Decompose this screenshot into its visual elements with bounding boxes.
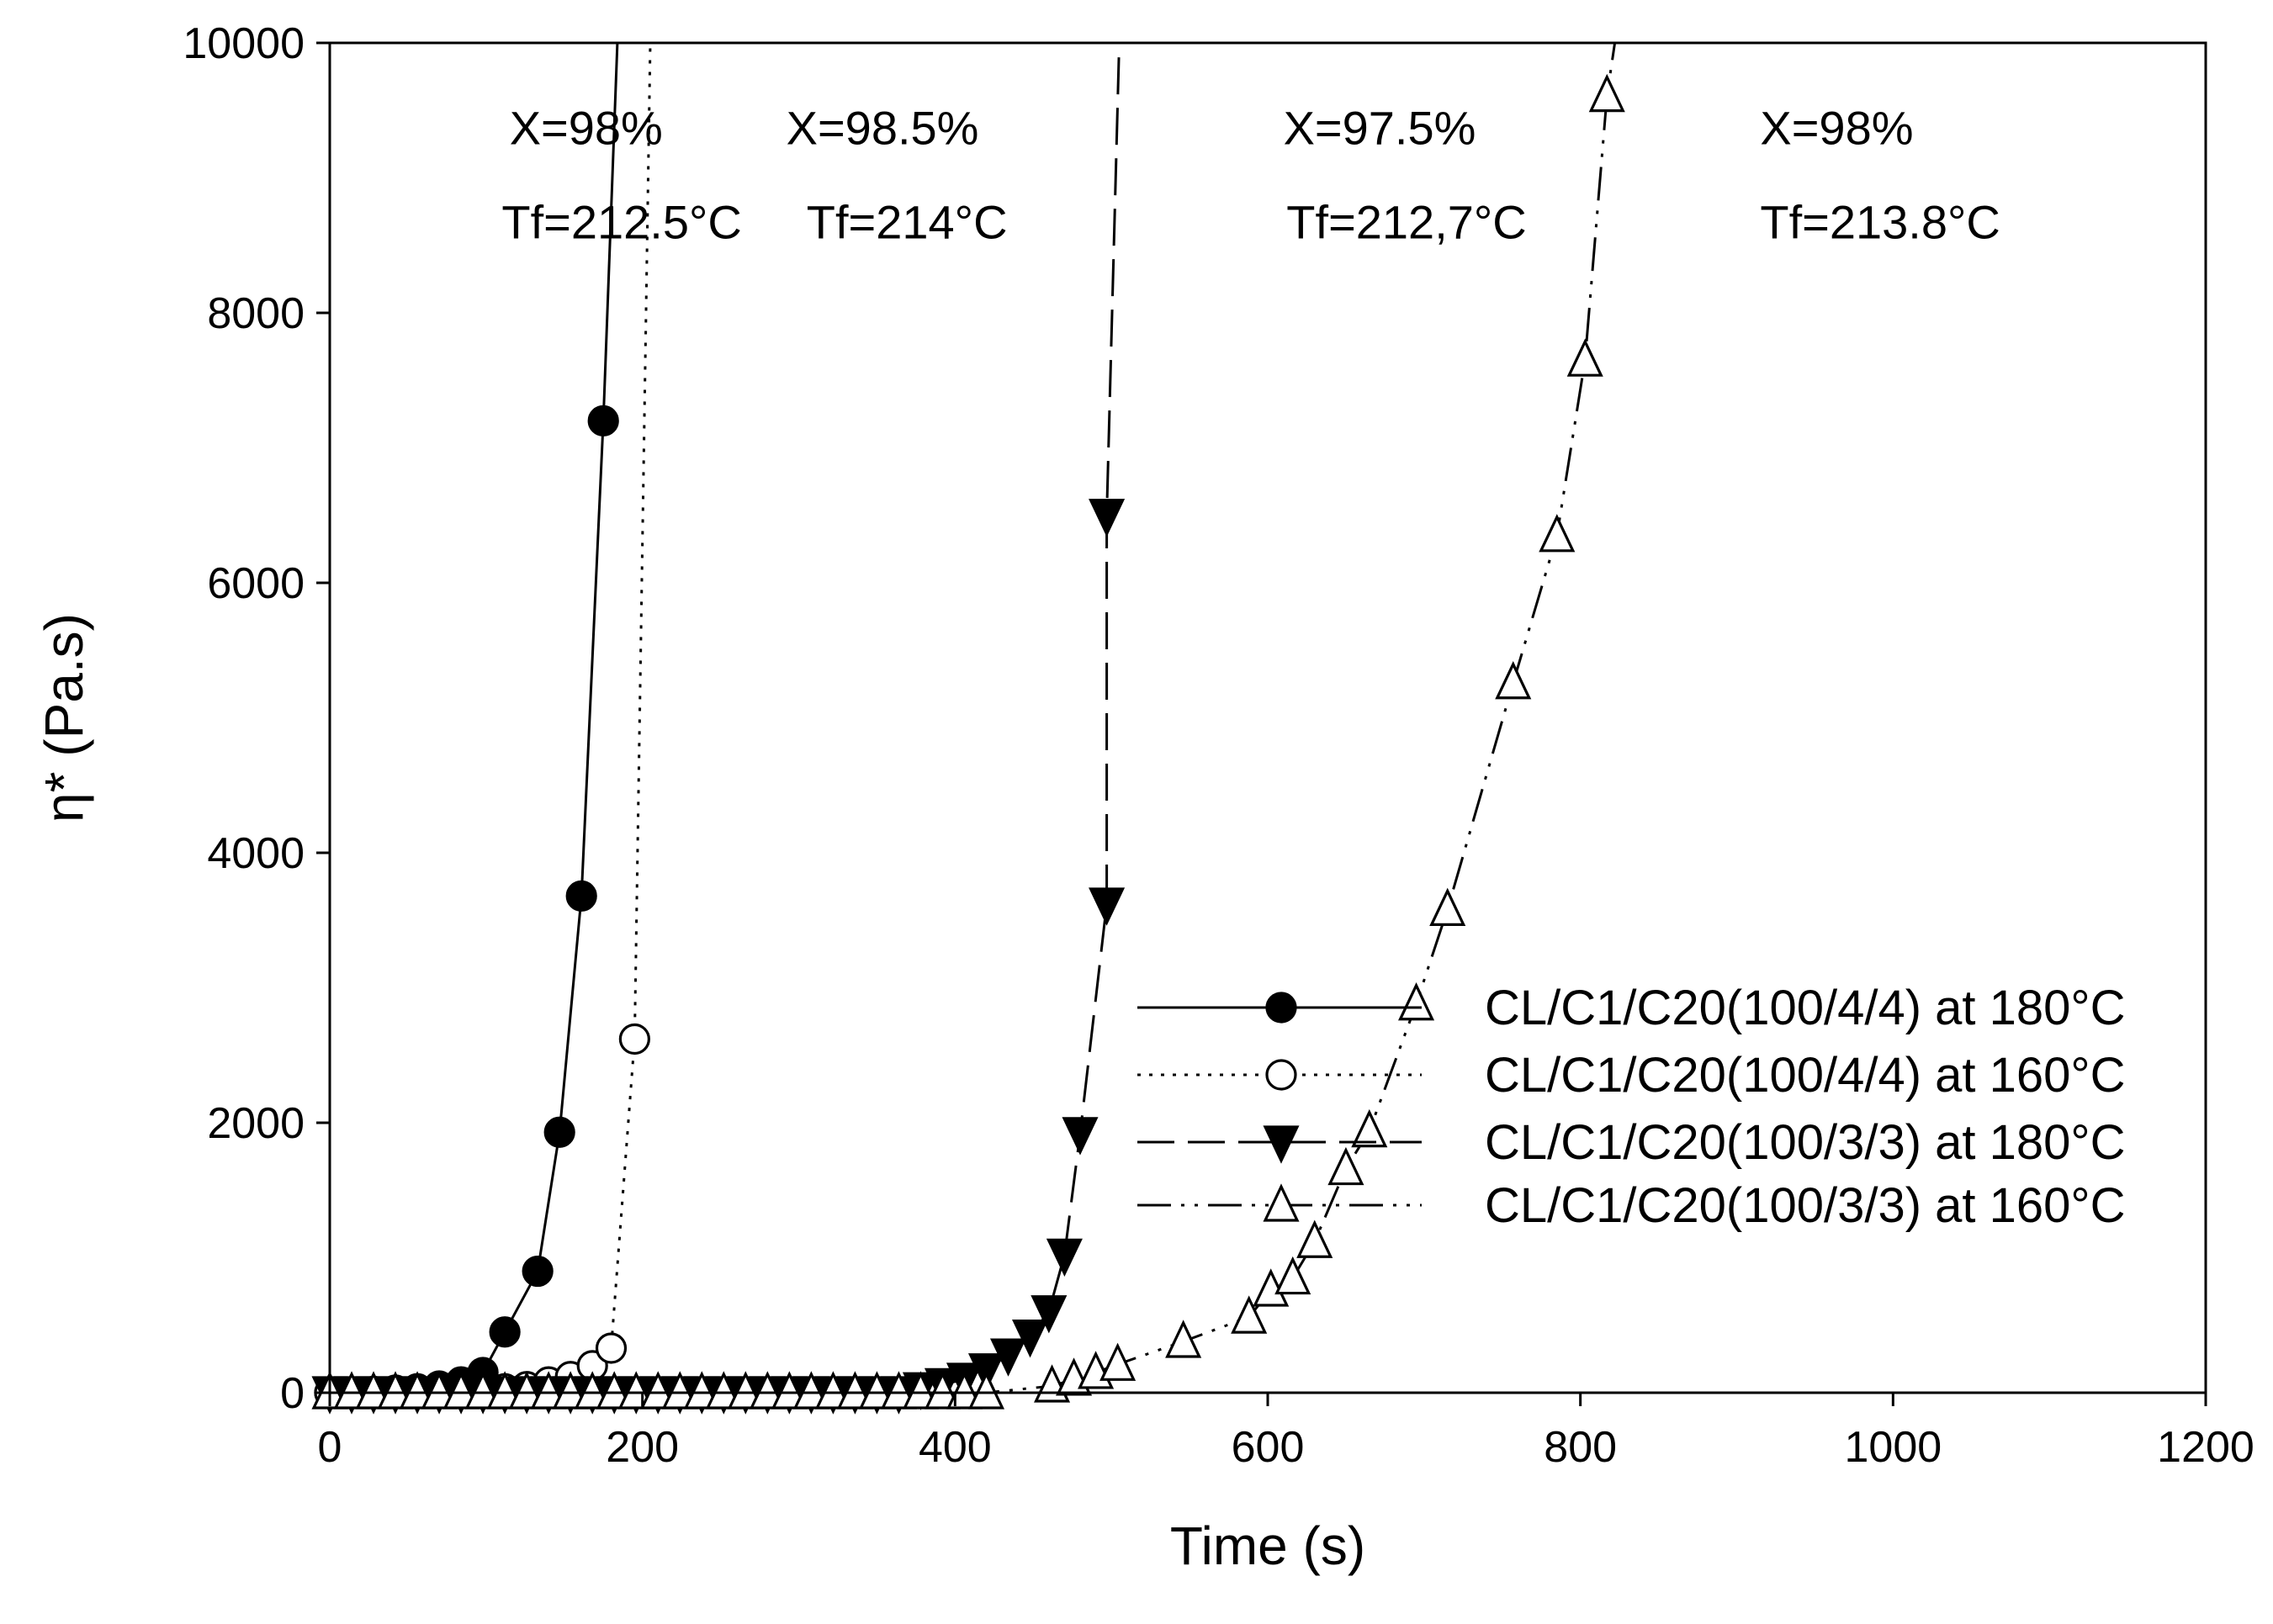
data-point — [1351, 1108, 1388, 1148]
data-point — [464, 1371, 501, 1410]
legend-marker — [1263, 1183, 1300, 1222]
x-axis-title: Time (s) — [1170, 1516, 1365, 1576]
y-tick-label: 6000 — [207, 559, 305, 608]
data-point — [858, 1371, 895, 1410]
data-point — [902, 1371, 939, 1410]
data-point — [1012, 1319, 1049, 1358]
data-point — [1327, 1146, 1364, 1186]
y-tick-label: 8000 — [207, 289, 305, 338]
legend-entry-1: CL/C1/C20(100/4/4) at 180°C — [1137, 981, 2126, 1035]
data-point — [814, 1371, 851, 1410]
data-point — [661, 1371, 698, 1410]
data-point — [355, 1371, 392, 1410]
data-point — [508, 1371, 545, 1410]
annotation: Tf=212,7°C — [1286, 196, 1526, 249]
data-point — [946, 1371, 983, 1410]
data-point — [552, 1371, 589, 1410]
data-point — [421, 1371, 458, 1410]
data-point — [1588, 73, 1625, 113]
legend-label: CL/C1/C20(100/3/3) at 160°C — [1485, 1178, 2126, 1233]
data-point — [595, 1332, 628, 1364]
annotation: Tf=213.8°C — [1760, 196, 2000, 249]
data-point — [522, 1255, 554, 1288]
legend-marker — [1265, 992, 1297, 1024]
data-point — [1089, 887, 1126, 926]
y-tick-label: 0 — [280, 1369, 305, 1418]
data-point — [924, 1371, 961, 1410]
data-point — [1231, 1295, 1268, 1334]
data-point — [1495, 661, 1532, 700]
data-point — [377, 1371, 414, 1410]
annotation: X=97.5% — [1284, 101, 1476, 154]
legend-entry-4: CL/C1/C20(100/3/3) at 160°C — [1137, 1178, 2126, 1233]
data-point — [792, 1371, 829, 1410]
data-point — [836, 1371, 873, 1410]
y-tick-label: 10000 — [183, 19, 305, 68]
data-point — [771, 1371, 808, 1410]
legend-label: CL/C1/C20(100/4/4) at 180°C — [1485, 981, 2126, 1035]
data-point — [1429, 887, 1466, 927]
legend-entry-3: CL/C1/C20(100/3/3) at 180°C — [1137, 1115, 2126, 1170]
x-tick-label: 200 — [606, 1423, 679, 1472]
data-point — [639, 1371, 676, 1410]
data-point — [543, 1116, 575, 1148]
data-point — [618, 1023, 650, 1055]
y-tick-label: 4000 — [207, 829, 305, 878]
annotation: Tf=212.5°C — [501, 196, 741, 249]
data-point — [399, 1371, 436, 1410]
data-point — [683, 1371, 720, 1410]
data-point — [587, 405, 619, 436]
data-point — [596, 1371, 633, 1410]
series-4 — [311, 43, 1625, 1410]
legend-marker — [1265, 1059, 1297, 1091]
data-point — [967, 1371, 1005, 1410]
legend-marker — [1263, 1125, 1300, 1164]
data-point — [749, 1371, 786, 1410]
x-tick-label: 1000 — [1844, 1423, 1942, 1472]
data-point — [1089, 499, 1126, 537]
data-point — [1566, 338, 1603, 377]
legend-entry-2: CL/C1/C20(100/4/4) at 160°C — [1137, 1048, 2126, 1103]
x-tick-label: 800 — [1544, 1423, 1617, 1472]
data-point — [1099, 1342, 1136, 1381]
data-point — [880, 1371, 917, 1410]
annotation: X=98% — [510, 101, 663, 154]
legend-label: CL/C1/C20(100/3/3) at 180°C — [1485, 1115, 2126, 1170]
data-point — [1046, 1238, 1083, 1278]
data-point — [333, 1371, 370, 1410]
data-point — [705, 1371, 742, 1410]
data-point — [989, 1338, 1027, 1377]
data-point — [442, 1371, 480, 1410]
data-point — [530, 1371, 567, 1410]
data-point — [1274, 1256, 1311, 1295]
data-point — [1539, 514, 1576, 553]
data-point — [486, 1371, 523, 1410]
x-tick-label: 400 — [919, 1423, 992, 1472]
data-point — [1062, 1117, 1099, 1156]
data-point — [1165, 1320, 1202, 1358]
data-point — [1398, 982, 1435, 1021]
x-tick-label: 1200 — [2157, 1423, 2254, 1472]
data-point — [565, 880, 597, 912]
annotation: X=98% — [1760, 101, 1913, 154]
annotation: X=98.5% — [787, 101, 979, 154]
y-tick-label: 2000 — [207, 1099, 305, 1148]
annotation: Tf=214°C — [807, 196, 1008, 249]
y-axis-title: η* (Pa.s) — [34, 613, 94, 823]
data-point — [617, 1371, 654, 1410]
x-tick-label: 0 — [318, 1423, 342, 1472]
data-point — [1296, 1219, 1333, 1258]
legend-label: CL/C1/C20(100/4/4) at 160°C — [1485, 1048, 2126, 1103]
data-point — [489, 1316, 521, 1348]
data-point — [727, 1371, 764, 1410]
x-tick-label: 600 — [1232, 1423, 1305, 1472]
data-point — [574, 1371, 611, 1410]
data-point — [1031, 1295, 1068, 1334]
